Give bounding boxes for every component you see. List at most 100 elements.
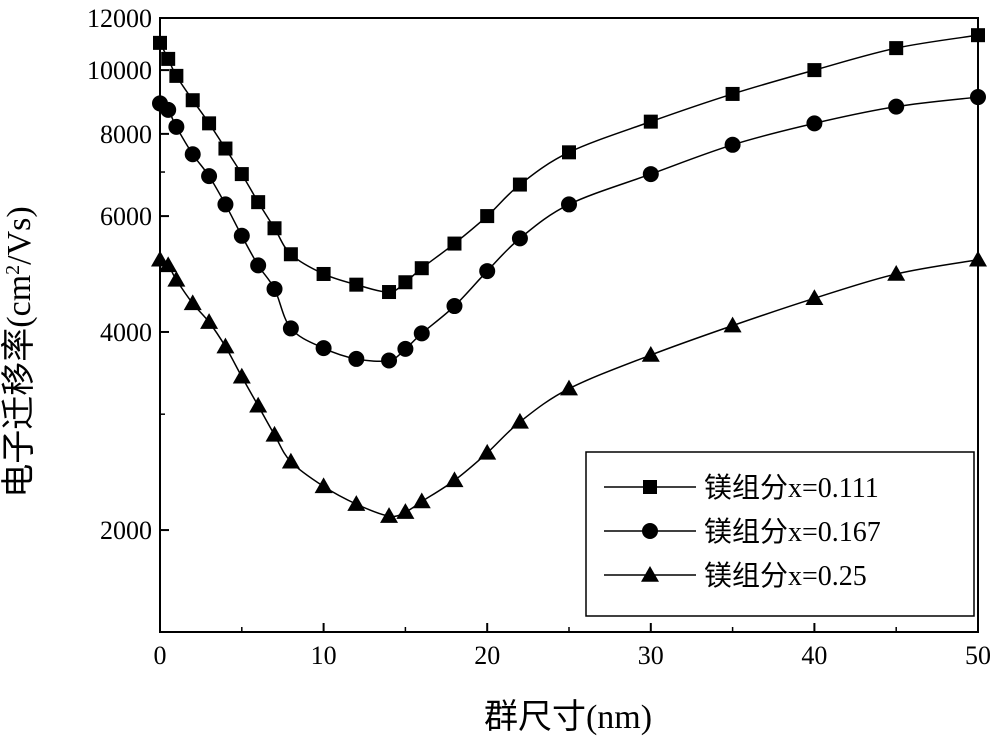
y-tick-label: 4000: [100, 318, 152, 347]
data-point: [202, 116, 217, 131]
data-point: [153, 35, 167, 50]
data-point: [971, 28, 985, 43]
data-point: [251, 195, 266, 210]
legend-marker: [641, 566, 659, 582]
data-point: [970, 89, 986, 106]
data-point: [217, 196, 234, 213]
x-tick-label: 10: [311, 641, 337, 670]
data-point: [234, 167, 249, 182]
x-tick-label: 20: [474, 641, 500, 670]
legend-label: 镁组分x=0.111: [704, 472, 879, 504]
data-point: [643, 114, 658, 129]
legend-item: 镁组分x=0.167: [604, 516, 881, 548]
data-point: [232, 367, 251, 384]
data-point: [250, 257, 267, 274]
data-point: [283, 247, 298, 262]
y-axis-title-prefix: 电子迁移率(cm: [0, 275, 38, 498]
x-tick-label: 30: [638, 641, 664, 670]
data-point: [266, 280, 283, 297]
data-point: [201, 168, 218, 185]
x-tick-label: 50: [965, 641, 991, 670]
y-tick-label: 12000: [87, 4, 152, 33]
y-axis-title: 电子迁移率(cm2/Vs): [0, 206, 38, 497]
data-point: [805, 289, 824, 306]
data-point: [413, 325, 430, 342]
data-point: [316, 266, 331, 281]
data-point: [445, 471, 464, 488]
series-line: [159, 34, 979, 293]
data-point: [887, 264, 906, 281]
data-point: [562, 145, 576, 160]
data-point: [185, 93, 200, 108]
data-point: [807, 63, 822, 78]
data-point: [969, 250, 987, 267]
data-point: [314, 477, 333, 494]
y-tick-label: 8000: [100, 120, 152, 149]
legend: 镁组分x=0.111 镁组分x=0.167 镁组分x=0.25: [585, 451, 975, 617]
x-tick-label: 40: [801, 641, 827, 670]
data-point: [151, 250, 169, 267]
data-point: [349, 277, 364, 292]
data-point: [249, 396, 268, 413]
data-point: [414, 261, 429, 276]
data-point: [218, 141, 233, 156]
data-point: [265, 425, 284, 442]
data-point: [267, 221, 282, 236]
data-point: [512, 177, 527, 192]
data-point: [216, 337, 235, 354]
series-circle: [152, 89, 986, 369]
data-point: [447, 236, 462, 251]
data-point: [889, 41, 904, 56]
data-point: [724, 136, 741, 153]
data-point: [397, 340, 414, 357]
legend-label: 镁组分x=0.167: [704, 516, 881, 548]
data-point: [806, 115, 823, 132]
legend-item: 镁组分x=0.111: [604, 472, 879, 504]
data-point: [723, 316, 742, 333]
data-point: [183, 294, 202, 311]
data-point: [381, 352, 398, 369]
data-point: [479, 263, 496, 280]
data-point: [642, 166, 659, 183]
data-point: [200, 313, 219, 329]
data-point: [282, 320, 299, 337]
legend-marker: [642, 523, 658, 539]
data-point: [168, 118, 185, 135]
data-point: [315, 340, 332, 357]
data-point: [511, 230, 528, 247]
data-point: [281, 452, 300, 469]
data-point: [233, 227, 250, 244]
data-point: [446, 298, 463, 315]
data-point: [160, 101, 177, 118]
y-tick-label: 6000: [100, 202, 152, 231]
data-point: [560, 379, 578, 396]
data-point: [396, 503, 415, 519]
data-point: [161, 51, 176, 66]
data-point: [169, 68, 184, 83]
data-point: [725, 86, 740, 101]
data-point: [641, 346, 660, 362]
x-tick-label: 0: [154, 641, 167, 670]
data-point: [159, 256, 178, 273]
x-axis-title: 群尺寸(nm): [484, 698, 652, 736]
data-point: [480, 209, 495, 224]
data-point: [561, 196, 577, 213]
legend-marker: [643, 480, 657, 494]
y-tick-label: 10000: [87, 56, 152, 85]
data-point: [347, 495, 366, 511]
y-axis-title-suffix: /Vs): [1, 206, 38, 265]
data-point: [348, 350, 365, 367]
data-point: [167, 270, 186, 287]
data-point: [398, 275, 413, 290]
legend-item: 镁组分x=0.25: [604, 560, 867, 592]
data-point: [382, 285, 397, 300]
data-point: [380, 507, 399, 523]
data-point: [888, 98, 905, 115]
series-triangle: [151, 250, 987, 523]
data-point: [510, 412, 529, 429]
y-tick-label: 2000: [100, 516, 152, 545]
y-axis-title-superscript: 2: [2, 265, 24, 275]
data-point: [478, 443, 497, 460]
